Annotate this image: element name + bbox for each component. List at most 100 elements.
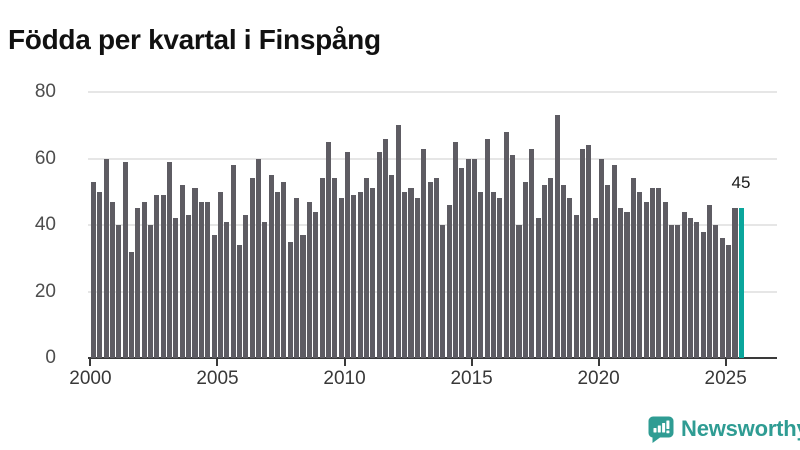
bar-2025-q1 xyxy=(726,244,732,358)
x-axis-tick-2005 xyxy=(216,359,219,366)
bar-2019-q4 xyxy=(592,218,598,358)
x-axis-tick-2010 xyxy=(343,359,346,366)
bar-2019-q2 xyxy=(579,148,586,358)
x-axis-tick-label-2005: 2005 xyxy=(196,368,239,389)
bar-2008-q3 xyxy=(306,201,312,358)
bar-2019-q1 xyxy=(573,215,579,358)
bar-2015-q4 xyxy=(491,191,497,358)
x-axis-tick-label-2010: 2010 xyxy=(323,368,366,389)
bar-2004-q4 xyxy=(211,234,217,358)
bar-2024-q4 xyxy=(719,238,725,358)
bar-2014-q2 xyxy=(452,141,458,358)
bar-2006-q2 xyxy=(249,178,255,358)
bar-2016-q1 xyxy=(497,198,503,358)
bar-2014-q4 xyxy=(465,158,471,358)
bar-2021-q2 xyxy=(630,178,636,358)
bar-2007-q2 xyxy=(275,191,281,358)
bar-2012-q3 xyxy=(408,188,414,358)
bar-2018-q1 xyxy=(548,178,554,358)
bar-2016-q2 xyxy=(503,131,509,358)
bar-2001-q2 xyxy=(122,161,128,358)
bar-2002-q4 xyxy=(160,195,166,358)
bar-2004-q3 xyxy=(205,201,211,358)
bar-2006-q1 xyxy=(243,215,249,358)
bar-2006-q3 xyxy=(255,158,262,358)
y-axis-tick-label-60: 60 xyxy=(34,147,56,169)
bar-2020-q2 xyxy=(605,185,611,358)
bar-2011-q3 xyxy=(383,138,389,358)
bar-2005-q4 xyxy=(236,244,242,358)
bar-2008-q4 xyxy=(313,211,319,358)
last-value-label: 45 xyxy=(731,173,751,192)
bar-2017-q4 xyxy=(541,185,547,358)
bar-2025-q2 xyxy=(732,208,738,358)
bar-2017-q3 xyxy=(535,218,541,358)
bar-2009-q4 xyxy=(338,198,344,358)
x-axis-tick-label-2015: 2015 xyxy=(450,368,493,389)
x-axis-tick-label-2000: 2000 xyxy=(69,368,112,389)
bar-2003-q2 xyxy=(173,218,179,358)
bar-2023-q3 xyxy=(687,218,694,358)
newsworthy-logo-text: Newsworthy xyxy=(681,416,800,441)
chart-title: Födda per kvartal i Finspång xyxy=(8,23,381,55)
bar-2009-q1 xyxy=(319,178,325,358)
bar-2020-q4 xyxy=(618,208,624,358)
bar-2024-q2 xyxy=(707,205,713,358)
bar-2012-q1 xyxy=(395,125,401,358)
bar-2007-q1 xyxy=(268,175,274,358)
bar-2011-q4 xyxy=(389,175,395,358)
bar-2014-q1 xyxy=(446,205,452,358)
bar-2003-q4 xyxy=(186,215,192,358)
bar-2008-q1 xyxy=(294,198,300,358)
bar-2005-q2 xyxy=(224,221,230,358)
bar-2000-q1 xyxy=(90,181,96,358)
bar-2016-q3 xyxy=(510,155,516,358)
bar-2009-q3 xyxy=(332,178,338,358)
bar-2015-q2 xyxy=(478,191,484,358)
y-axis: 0 20 40 60 80 xyxy=(18,82,56,368)
newsworthy-logo-link[interactable]: Newsworthy xyxy=(647,413,800,445)
bar-2022-q3 xyxy=(662,201,668,358)
bar-2017-q2 xyxy=(529,148,535,358)
bar-2003-q1 xyxy=(167,161,173,358)
bar-2018-q2 xyxy=(554,115,560,358)
bar-2000-q4 xyxy=(109,201,115,358)
bar-2002-q1 xyxy=(141,201,147,358)
y-axis-tick-label-80: 80 xyxy=(34,81,56,102)
bar-2001-q1 xyxy=(116,225,122,358)
bar-2009-q2 xyxy=(325,141,331,358)
bar-2013-q3 xyxy=(433,178,439,358)
bar-2010-q3 xyxy=(357,191,363,358)
bar-2005-q1 xyxy=(217,191,223,358)
gridline-60 xyxy=(88,157,777,160)
x-axis-tick-label-2020: 2020 xyxy=(577,368,620,389)
bar-2017-q1 xyxy=(522,181,528,358)
bar-2013-q4 xyxy=(440,225,446,358)
y-axis-tick-label-0: 0 xyxy=(45,347,56,368)
bar-2007-q4 xyxy=(287,241,293,358)
bar-2024-q1 xyxy=(700,231,706,358)
bar-2011-q2 xyxy=(376,151,382,358)
bar-2023-q2 xyxy=(681,211,687,358)
bar-2011-q1 xyxy=(370,188,376,358)
bar-2022-q4 xyxy=(668,225,675,358)
bar-2018-q3 xyxy=(560,185,567,358)
x-axis-tick-2015 xyxy=(470,359,473,366)
bar-2002-q3 xyxy=(154,195,160,358)
bar-2018-q4 xyxy=(567,198,573,358)
y-axis-tick-label-20: 20 xyxy=(34,280,56,302)
bar-2000-q3 xyxy=(103,158,109,358)
bar-2020-q3 xyxy=(611,165,617,358)
gridline-80 xyxy=(88,91,777,93)
bar-2001-q4 xyxy=(135,208,141,358)
bar-2010-q1 xyxy=(344,151,350,358)
bar-2021-q3 xyxy=(637,191,643,358)
bar-2023-q4 xyxy=(694,221,700,358)
bar-2004-q1 xyxy=(192,188,198,358)
bar-2022-q1 xyxy=(649,188,655,358)
x-axis-tick-2020 xyxy=(597,359,600,366)
newsworthy-logo-icon xyxy=(647,415,675,443)
bar-2020-q1 xyxy=(599,158,605,358)
bar-2010-q2 xyxy=(351,195,357,358)
